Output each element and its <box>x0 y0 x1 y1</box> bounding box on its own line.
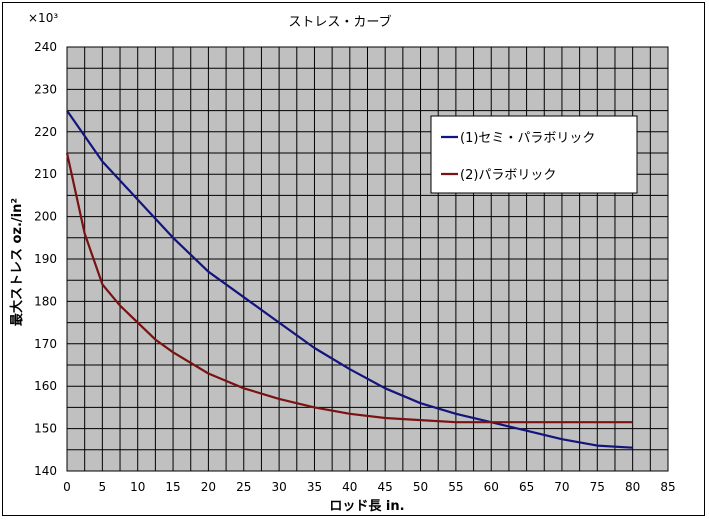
x-tick-label: 75 <box>590 480 605 494</box>
y-tick-label: 240 <box>34 40 57 54</box>
x-tick-label: 35 <box>307 480 322 494</box>
x-tick-label: 85 <box>660 480 675 494</box>
x-tick-label: 20 <box>201 480 216 494</box>
y-tick-label: 160 <box>34 379 57 393</box>
x-axis-label: ロッド長 in. <box>329 499 404 514</box>
y-tick-label: 170 <box>34 337 57 351</box>
series-line-1 <box>66 109 633 449</box>
x-tick-label: 30 <box>271 480 286 494</box>
x-tick-label: 40 <box>342 480 357 494</box>
y-tick-label: 190 <box>34 252 57 266</box>
y-axis-label: 最大ストレス oz./in² <box>9 198 25 326</box>
x-tick-label: 15 <box>165 480 180 494</box>
x-tick-label: 45 <box>378 480 393 494</box>
legend-label-2: (2)パラボリック <box>460 168 556 183</box>
series-line-2 <box>65 152 633 424</box>
y-tick-label: 150 <box>34 422 57 436</box>
x-tick-label: 70 <box>554 480 569 494</box>
axis-multiplier-label: ×10³ <box>28 11 58 25</box>
legend: (1)セミ・パラボリック (2)パラボリック <box>430 115 638 194</box>
chart-title: ストレス・カーブ <box>288 14 391 30</box>
y-tick-label: 140 <box>34 464 57 478</box>
x-tick-label: 65 <box>519 480 534 494</box>
y-tick-label: 210 <box>34 167 57 181</box>
x-tick-label: 80 <box>625 480 640 494</box>
legend-box <box>430 115 638 194</box>
y-tick-label: 200 <box>34 210 57 224</box>
y-tick-label: 230 <box>34 82 57 96</box>
x-tick-label: 10 <box>130 480 145 494</box>
legend-label-1: (1)セミ・パラボリック <box>460 131 595 146</box>
x-tick-label: 60 <box>484 480 499 494</box>
x-tick-label: 25 <box>236 480 251 494</box>
x-tick-label: 0 <box>63 480 71 494</box>
x-tick-label: 55 <box>448 480 463 494</box>
x-tick-label: 5 <box>99 480 107 494</box>
y-tick-label: 220 <box>34 125 57 139</box>
y-tick-label: 180 <box>34 294 57 308</box>
x-tick-label: 50 <box>413 480 428 494</box>
